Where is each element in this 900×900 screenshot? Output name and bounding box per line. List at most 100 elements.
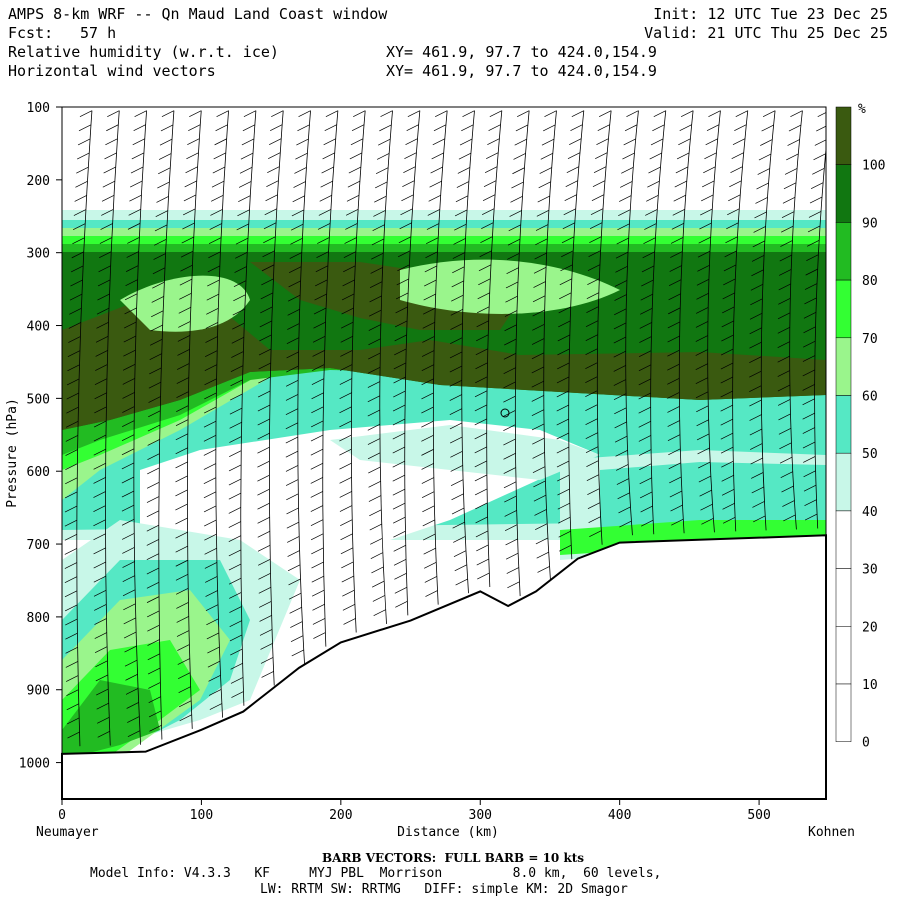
wind-barb-column	[760, 110, 776, 531]
wind-barb-flag	[777, 312, 791, 320]
wind-barb-flag	[393, 376, 406, 384]
wind-barb-flag	[238, 181, 252, 188]
wind-barb-flag	[508, 224, 521, 232]
wind-barb-column	[240, 110, 257, 706]
wind-barb-flag	[503, 353, 517, 360]
wind-barb-flag	[160, 124, 174, 132]
wind-barb-flag	[786, 153, 799, 161]
wind-barb-flag	[130, 166, 144, 174]
wind-barb-flag	[755, 197, 768, 204]
plot-frame	[61, 106, 827, 800]
wind-barb-flag	[148, 710, 162, 718]
wind-barb-flag	[65, 477, 78, 485]
wind-barb-flag	[310, 477, 323, 484]
wind-barb-flag	[229, 592, 242, 599]
wind-barb-flag	[228, 549, 242, 557]
wind-barb-flag	[782, 196, 796, 204]
wind-barb-flag	[449, 436, 463, 444]
wind-barb-flag	[802, 369, 815, 377]
wind-barb-flag	[421, 406, 434, 414]
wind-barb-flag	[342, 603, 356, 611]
wind-barb-flag	[782, 500, 795, 507]
wind-barb-flag	[259, 615, 272, 622]
wind-barb-flag	[64, 534, 77, 541]
wind-barb-flag	[613, 336, 626, 344]
wind-barb-flag	[267, 166, 280, 174]
wind-barb-flag	[315, 279, 328, 287]
wind-barb-flag	[570, 124, 583, 131]
wind-barb-flag	[229, 620, 242, 628]
wind-barb-flag	[93, 463, 106, 470]
wind-barb-flag	[804, 513, 818, 521]
wind-barb-flag	[667, 392, 680, 399]
wind-barb-flag	[427, 209, 440, 216]
wind-barb-flag	[450, 450, 463, 458]
wind-barb-flag	[650, 138, 664, 146]
wind-barb-flag	[78, 124, 92, 132]
wind-barb-flag	[618, 506, 631, 514]
wind-barb-flag	[65, 632, 78, 640]
wind-barb-flag	[147, 467, 160, 475]
wind-barb-flag	[558, 516, 571, 524]
wind-barb-flag	[94, 632, 107, 639]
wind-barb-flag	[179, 278, 193, 286]
wind-barb-flag	[421, 491, 435, 499]
wind-barb-flag	[259, 601, 272, 608]
wind-barb-flag	[778, 283, 791, 291]
wind-barb-flag	[503, 481, 517, 489]
wind-barb-flag	[339, 462, 352, 470]
wind-barb-flag	[320, 180, 333, 188]
wind-barb-flag	[212, 166, 225, 174]
wind-barb-flag	[65, 449, 78, 456]
wind-barb-flag	[783, 514, 796, 522]
wind-barb-flag	[722, 502, 735, 510]
wind-barb-flag	[392, 432, 405, 440]
wind-barb-flag	[504, 510, 517, 517]
wind-barb-flag	[619, 195, 632, 202]
wind-barb-flag	[780, 240, 793, 247]
wind-barb-flag	[474, 404, 488, 412]
wind-barb-flag	[777, 341, 790, 349]
wind-barb-flag	[556, 432, 569, 440]
wind-barb-flag	[95, 660, 108, 668]
x-tick-label: 100	[190, 808, 213, 823]
wind-barb-flag	[175, 433, 188, 441]
wind-barb-flag	[453, 238, 466, 245]
wind-barb-flag	[817, 112, 826, 117]
wind-barb-flag	[778, 428, 792, 435]
wind-barb-flag	[203, 449, 217, 456]
wind-barb-flag	[146, 496, 160, 503]
wind-barb-flag	[421, 477, 434, 484]
wind-barb-flag	[695, 377, 708, 385]
wind-barb-flag	[720, 348, 734, 356]
wind-barb-flag	[69, 308, 82, 315]
wind-barb-flag	[131, 152, 144, 160]
wind-barb-flag	[533, 281, 546, 288]
wind-barb-flag	[749, 327, 762, 335]
colorbar-swatch	[835, 222, 852, 281]
wind-barb-flag	[177, 349, 190, 356]
wind-barb-flag	[204, 378, 217, 386]
wind-barb-flag	[459, 138, 473, 146]
wind-barb-flag	[449, 365, 463, 373]
wind-barb-flag	[318, 209, 332, 216]
colorbar-swatch	[835, 337, 852, 396]
wind-barb-flag	[721, 320, 734, 328]
wind-barb-flag	[421, 378, 434, 386]
wind-barb-flag	[426, 223, 440, 230]
wind-barb-flag	[372, 595, 386, 602]
colorbar-level-label: 80	[862, 274, 878, 289]
wind-barb-flag	[262, 250, 275, 258]
wind-barb-flag	[341, 575, 354, 583]
wind-barb-flag	[506, 267, 519, 275]
wind-barb-flag	[556, 460, 570, 468]
wind-barb-flag	[503, 381, 516, 389]
wind-barb-flag	[722, 292, 735, 300]
wind-barb-flag	[133, 124, 146, 132]
cross-section-xy-2: XY= 461.9, 97.7 to 424.0,154.9	[386, 62, 657, 80]
wind-barb-flag	[257, 446, 270, 454]
colorbar-level-label: 90	[862, 216, 878, 231]
wind-barb-flag	[788, 124, 802, 132]
wind-barb-flag	[175, 503, 188, 511]
wind-barb-flag	[697, 461, 711, 469]
